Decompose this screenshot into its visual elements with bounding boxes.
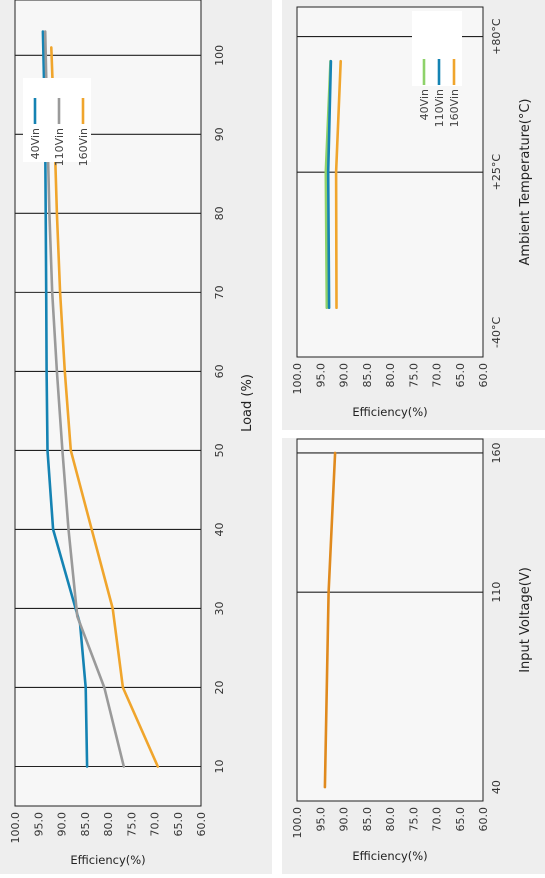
temp-series-110Vin xyxy=(326,59,333,309)
load-y-tick-label: 60.0 xyxy=(195,812,208,837)
voltage-x-axis-title: Input Voltage(V) xyxy=(518,567,533,673)
load-x-tick-label: 30 xyxy=(213,601,226,615)
temp-y-tick-label: 70.0 xyxy=(431,363,444,388)
load-y-tick-label: 90.0 xyxy=(56,812,69,837)
voltage-series-line xyxy=(323,451,337,789)
voltage-efficiency-chart: 40 110 160 100.0 95.0 90.0 85.0 80.0 75.0 70.0 65.… xyxy=(291,438,533,863)
temp-y-tick-label: 85.0 xyxy=(361,363,374,388)
temp-y-tick-label: 90.0 xyxy=(338,363,351,388)
panel-gutter-horizontal xyxy=(282,430,545,438)
temp-y-tick-label: 60.0 xyxy=(477,363,490,388)
voltage-y-tick-label: 90.0 xyxy=(338,807,351,832)
temp-plot-area xyxy=(296,6,484,358)
temp-x-tick-label: -40°C xyxy=(490,316,503,347)
voltage-x-tick-label: 110 xyxy=(490,582,503,603)
voltage-y-tick-label: 100.0 xyxy=(291,807,304,839)
panel-gutter xyxy=(272,0,282,874)
load-legend-label: 160Vin xyxy=(77,128,90,166)
temp-x-axis-title: Ambient Temperature(°C) xyxy=(518,99,533,266)
load-x-tick-label: 70 xyxy=(213,285,226,299)
temp-y-tick-label: 100.0 xyxy=(291,363,304,395)
load-y-tick-label: 80.0 xyxy=(102,812,115,837)
temp-legend-label: 110Vin xyxy=(433,89,446,127)
load-x-tick-label: 60 xyxy=(213,364,226,378)
load-series-40Vin xyxy=(41,30,89,768)
temp-legend: 40Vin 110Vin 160Vin xyxy=(412,11,462,127)
load-x-tick-label: 50 xyxy=(213,443,226,457)
temp-y-tick-label: 95.0 xyxy=(314,363,327,388)
load-y-tick-label: 100.0 xyxy=(9,812,22,844)
temp-y-axis-title: Efficiency(%) xyxy=(352,405,427,419)
voltage-y-tick-label: 80.0 xyxy=(384,807,397,832)
voltage-y-tick-label: 60.0 xyxy=(477,807,490,832)
load-x-tick-label: 40 xyxy=(213,522,226,536)
voltage-x-tick-label: 160 xyxy=(490,442,503,463)
temp-x-tick-label: +80°C xyxy=(490,18,503,55)
load-x-tick-label: 90 xyxy=(213,127,226,141)
load-plot-area xyxy=(14,0,202,807)
temp-legend-label: 160Vin xyxy=(448,89,461,127)
load-legend-label: 110Vin xyxy=(53,128,66,166)
voltage-y-tick-label: 85.0 xyxy=(361,807,374,832)
load-y-tick-label: 65.0 xyxy=(172,812,185,837)
load-series-160Vin xyxy=(50,46,160,768)
load-y-tick-label: 85.0 xyxy=(79,812,92,837)
load-y-tick-label: 95.0 xyxy=(32,812,45,837)
load-legend: 40Vin 110Vin 160Vin xyxy=(23,78,91,166)
load-x-tick-label: 80 xyxy=(213,206,226,220)
temp-x-tick-label: +25°C xyxy=(490,154,503,191)
voltage-y-tick-label: 65.0 xyxy=(454,807,467,832)
load-y-axis-title: Efficiency(%) xyxy=(70,853,145,867)
voltage-y-tick-label: 95.0 xyxy=(314,807,327,832)
temperature-efficiency-chart: -40°C +25°C +80°C 100.0 95.0 90.0 85.0 80.0 75.0… xyxy=(291,6,533,419)
load-y-tick-label: 75.0 xyxy=(125,812,138,837)
temp-y-tick-label: 75.0 xyxy=(407,363,420,388)
load-x-axis-title: Load (%) xyxy=(240,374,255,432)
voltage-y-axis-title: Efficiency(%) xyxy=(352,849,427,863)
voltage-x-tick-label: 40 xyxy=(490,780,503,794)
voltage-y-tick-label: 75.0 xyxy=(407,807,420,832)
temp-legend-label: 40Vin xyxy=(418,89,431,120)
voltage-y-tick-label: 70.0 xyxy=(431,807,444,832)
temp-y-tick-label: 80.0 xyxy=(384,363,397,388)
temp-y-tick-label: 65.0 xyxy=(454,363,467,388)
temp-series-160Vin xyxy=(334,59,342,309)
load-x-tick-label: 100 xyxy=(213,45,226,66)
load-y-tick-label: 70.0 xyxy=(149,812,162,837)
load-legend-label: 40Vin xyxy=(29,128,42,159)
load-series-110Vin xyxy=(43,30,126,768)
voltage-plot-area xyxy=(296,438,484,802)
load-legend-box xyxy=(23,78,91,162)
load-x-tick-label: 20 xyxy=(213,680,226,694)
load-efficiency-chart: 10 20 30 40 50 60 70 80 90 100 100.0 95.0 90.0 85.0 80… xyxy=(9,0,255,867)
load-x-tick-label: 10 xyxy=(213,759,226,773)
